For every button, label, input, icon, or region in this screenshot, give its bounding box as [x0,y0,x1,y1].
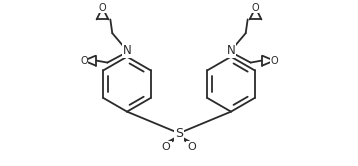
Text: N: N [123,44,131,57]
Text: O: O [252,3,259,13]
Text: O: O [187,142,196,152]
Text: O: O [80,56,88,66]
Text: S: S [175,127,183,140]
Text: N: N [227,44,235,57]
Text: O: O [162,142,171,152]
Text: O: O [99,3,106,13]
Text: O: O [270,56,278,66]
